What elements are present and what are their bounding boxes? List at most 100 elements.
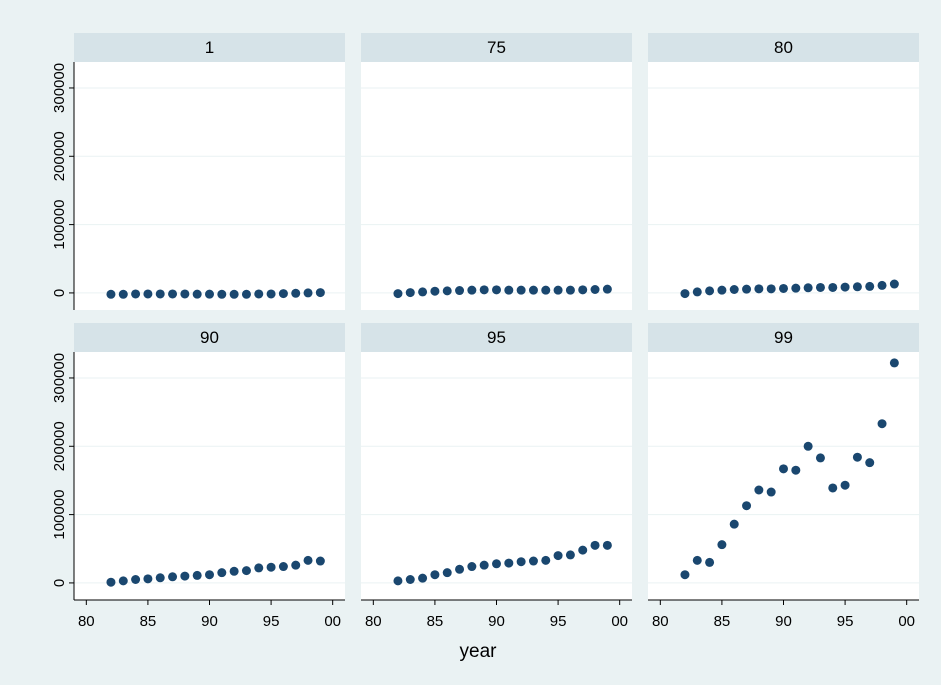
point [442,568,452,578]
point [479,285,489,295]
panel-header [361,33,632,62]
panel-header [74,33,345,62]
panel-title: 99 [774,328,793,347]
point [467,285,477,295]
panel-title: 80 [774,38,793,57]
point [754,284,764,294]
point [717,540,727,550]
plot-area [74,62,345,310]
point [852,452,862,462]
point [418,287,428,297]
point [528,285,538,295]
point [455,564,465,574]
point [815,453,825,463]
panel-title: 95 [487,328,506,347]
point [865,281,875,291]
x-tick-label: 95 [263,613,280,630]
point [590,540,600,550]
panel-header [361,323,632,352]
panel-header [648,323,919,352]
panel-title: 90 [200,328,219,347]
y-tick-label: 200000 [51,131,68,181]
point [393,576,403,586]
point [877,280,887,290]
y-tick-label: 100000 [51,490,68,540]
point [815,282,825,292]
point [516,557,526,567]
x-tick-label: 85 [714,613,731,630]
point [155,573,165,583]
point [840,480,850,490]
point [717,285,727,295]
point [705,286,715,296]
y-tick-label: 0 [51,289,68,297]
point [131,289,141,299]
point [291,560,301,570]
point [217,568,227,578]
point [779,283,788,293]
x-tick-label: 00 [324,613,341,630]
point [229,566,239,576]
point [840,282,850,292]
point [742,284,752,294]
point [315,556,325,566]
point [405,575,415,585]
point [766,487,776,497]
point [779,464,788,474]
x-tick-label: 80 [78,613,95,630]
x-tick-label: 90 [201,613,218,630]
x-tick-label: 00 [898,613,915,630]
point [791,283,801,293]
x-tick-label: 80 [365,613,382,630]
point [291,288,301,298]
plot-area [74,352,345,600]
point [680,570,690,580]
point [516,285,526,295]
panel-title: 75 [487,38,506,57]
y-tick-label: 100000 [51,200,68,250]
point [442,286,452,296]
point [865,458,875,468]
point [278,289,288,299]
point [766,284,776,294]
point [131,575,141,585]
point [742,501,752,511]
point [889,358,899,368]
point [590,285,600,295]
point [266,289,276,299]
point [192,570,202,580]
point [565,550,575,560]
x-tick-label: 85 [427,613,444,630]
point [803,283,813,293]
panel-title: 1 [205,38,214,57]
point [754,485,764,495]
point [541,285,551,295]
x-tick-label: 00 [611,613,628,630]
point [602,540,612,550]
point [492,559,501,569]
point [143,574,153,584]
point [828,282,838,292]
y-tick-label: 200000 [51,421,68,471]
point [803,441,813,451]
point [680,289,690,299]
point [602,284,612,294]
point [168,289,178,299]
x-tick-label: 90 [775,613,792,630]
point [168,572,178,582]
point [303,288,313,298]
plot-area [361,62,632,310]
x-tick-label: 90 [488,613,505,630]
point [229,289,239,299]
point [241,566,251,576]
point [106,577,116,587]
point [541,555,551,565]
point [430,570,440,580]
y-tick-label: 300000 [51,63,68,113]
x-tick-label: 80 [652,613,669,630]
point [278,562,288,572]
y-tick-label: 0 [51,579,68,587]
point [180,289,190,299]
point [217,289,227,299]
point [791,465,801,475]
